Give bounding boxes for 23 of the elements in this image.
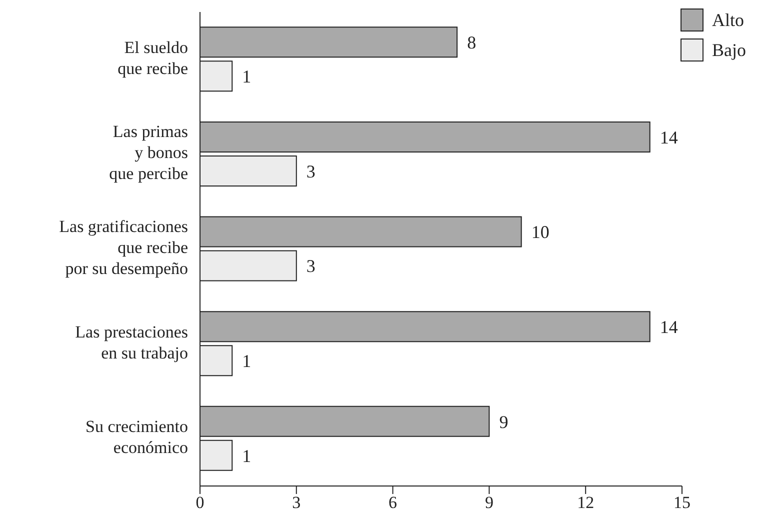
y-tick-label: Las prestaciones en su trabajo: [75, 322, 188, 362]
data-label: 1: [242, 446, 252, 466]
data-label: 3: [306, 256, 316, 276]
data-label: 3: [306, 161, 316, 182]
data-label: 14: [660, 316, 678, 337]
x-tick-label: 9: [484, 493, 494, 512]
data-label: 1: [242, 350, 252, 371]
x-tick-label: 0: [196, 493, 204, 512]
data-label: 14: [660, 127, 678, 148]
y-tick-label: Las gratificaciones que recibe por su desempeño: [59, 216, 188, 278]
data-label: 9: [499, 412, 508, 432]
y-tick-label: El sueldo que recibe: [118, 38, 188, 78]
x-tick-label: 6: [388, 493, 398, 512]
legend-label: Bajo: [712, 40, 746, 60]
y-tick-label: Su crecimiento económico: [86, 417, 188, 458]
data-label: 1: [242, 66, 252, 87]
data-label: 10: [531, 222, 550, 242]
x-tick-label: 15: [674, 493, 690, 512]
data-label: 8: [467, 32, 476, 53]
x-tick-label: 12: [577, 493, 594, 512]
legend-label: Alto: [712, 10, 744, 30]
y-tick-label: Las primas y bonos que percibe: [109, 122, 188, 184]
x-tick-label: 3: [292, 493, 301, 512]
